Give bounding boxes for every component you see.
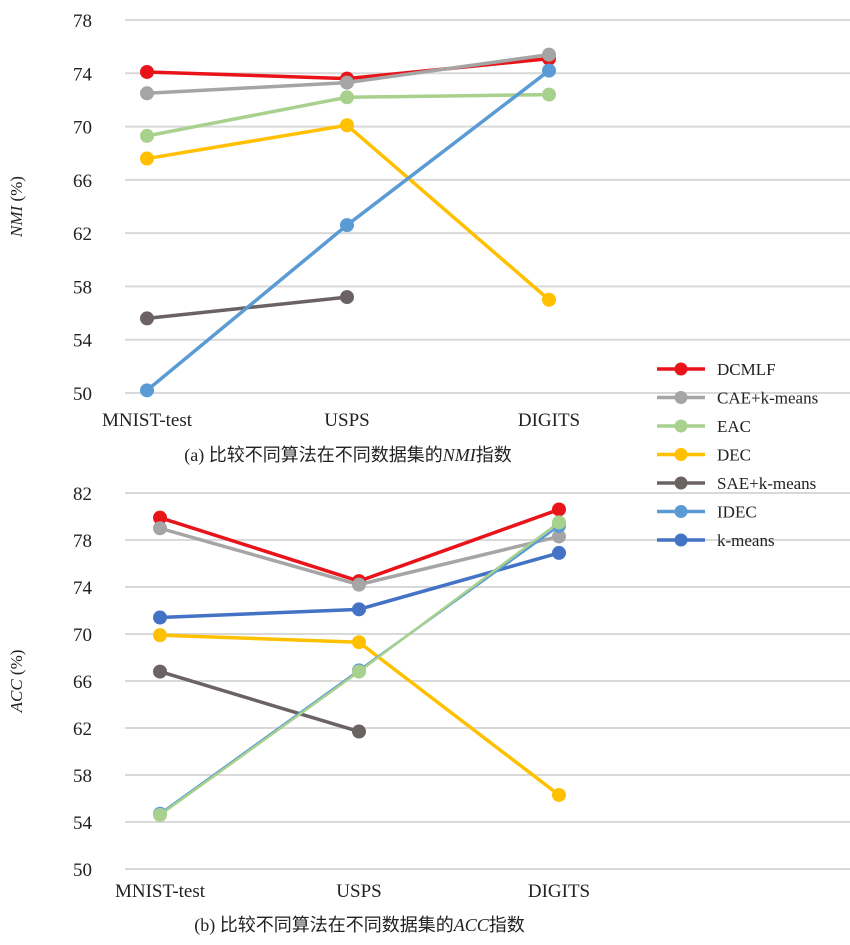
y-tick-label: 66 [73, 171, 92, 192]
series-idec [140, 63, 556, 398]
legend-marker [674, 476, 688, 490]
data-point [340, 90, 354, 105]
legend-marker [674, 419, 688, 433]
data-point [140, 383, 154, 398]
legend-label: CAE+k-means [717, 389, 818, 408]
x-tick-label: DIGITS [518, 410, 580, 431]
legend-marker [674, 505, 688, 518]
y-tick-label: 54 [73, 331, 93, 352]
y-axis-label: NMI (%) [7, 176, 26, 238]
data-point [153, 521, 167, 536]
chart-acc: 50 54 58 62 66 70 74 78 82 MNIST-test USPS DIGITS AC… [7, 484, 850, 936]
chart-caption: (a) 比较不同算法在不同数据集的NMI指数 [184, 445, 511, 466]
data-point [153, 510, 167, 525]
y-tick-label: 54 [73, 813, 93, 834]
data-point [542, 292, 556, 307]
chart-caption: (b) 比较不同算法在不同数据集的ACC指数 [194, 915, 525, 936]
y-tick-label: 74 [73, 578, 93, 599]
legend-marker [674, 362, 688, 376]
y-tick-label: 58 [73, 277, 92, 298]
series-cae-k-means [153, 521, 566, 592]
series-eac [140, 87, 556, 143]
data-point [542, 63, 556, 78]
data-point [352, 724, 366, 739]
y-tick-label: 58 [73, 766, 92, 787]
data-point [340, 290, 354, 305]
y-tick-label: 70 [73, 118, 92, 139]
x-tick-label: DIGITS [528, 881, 590, 902]
legend-item: SAE+k-means [657, 474, 816, 493]
data-point [352, 635, 366, 650]
data-point [140, 86, 154, 101]
legend-marker [674, 533, 688, 547]
data-point [542, 87, 556, 102]
legend-item: DCMLF [657, 360, 776, 379]
data-point [153, 628, 167, 643]
series-cae-k-means [140, 47, 556, 101]
series-sae-k-means [153, 664, 366, 739]
legend-marker [674, 391, 688, 404]
data-point [340, 75, 354, 90]
data-point [153, 610, 167, 625]
series-dec [140, 118, 556, 307]
legend-item: CAE+k-means [657, 389, 818, 408]
data-point [140, 151, 154, 166]
series-line [159, 669, 360, 734]
x-tick-label: MNIST-test [102, 410, 193, 431]
series-eac [153, 515, 566, 822]
data-point [140, 311, 154, 326]
data-point [352, 602, 366, 617]
y-tick-label: 66 [73, 672, 92, 693]
data-point [542, 47, 556, 62]
data-point [352, 664, 366, 679]
y-tick-label: 62 [73, 719, 92, 740]
y-tick-label: 74 [73, 64, 93, 85]
data-point [552, 515, 566, 530]
y-tick-label: 82 [73, 484, 92, 505]
data-point [340, 118, 354, 133]
data-point [140, 128, 154, 143]
legend-label: k-means [717, 531, 775, 550]
data-point [552, 545, 566, 560]
legend-label: SAE+k-means [717, 474, 816, 493]
y-tick-label: 78 [73, 11, 92, 32]
legend-item: IDEC [657, 503, 757, 522]
legend-marker [674, 448, 688, 461]
data-point [153, 664, 167, 679]
y-tick-label: 62 [73, 224, 92, 245]
data-point [352, 577, 366, 592]
x-tick-label: MNIST-test [115, 881, 206, 902]
data-point [340, 218, 354, 233]
legend-item: k-means [657, 531, 775, 550]
legend: DCMLF CAE+k-means EAC DEC SAE+k-means IDEC k-m… [657, 360, 818, 550]
y-tick-label: 70 [73, 625, 92, 646]
x-tick-label: USPS [324, 410, 369, 431]
legend-item: EAC [657, 417, 751, 436]
legend-label: DEC [717, 446, 751, 465]
legend-label: EAC [717, 417, 751, 436]
data-point [552, 787, 566, 802]
data-point [153, 807, 167, 822]
legend-label: DCMLF [717, 360, 776, 379]
y-axis-label: ACC (%) [7, 650, 26, 714]
legend-label: IDEC [717, 503, 757, 522]
series-dec [153, 628, 566, 802]
data-point [140, 64, 154, 79]
series-line [146, 123, 551, 302]
chart-nmi: 50 54 58 62 66 70 74 78 MNIST-test USPS DIGITS NMI … [7, 11, 850, 466]
legend-item: DEC [657, 446, 751, 465]
data-point [552, 529, 566, 544]
data-point [552, 502, 566, 517]
y-tick-label: 50 [73, 384, 92, 405]
y-tick-label: 78 [73, 531, 92, 552]
y-tick-label: 50 [73, 860, 92, 881]
x-tick-label: USPS [336, 881, 381, 902]
